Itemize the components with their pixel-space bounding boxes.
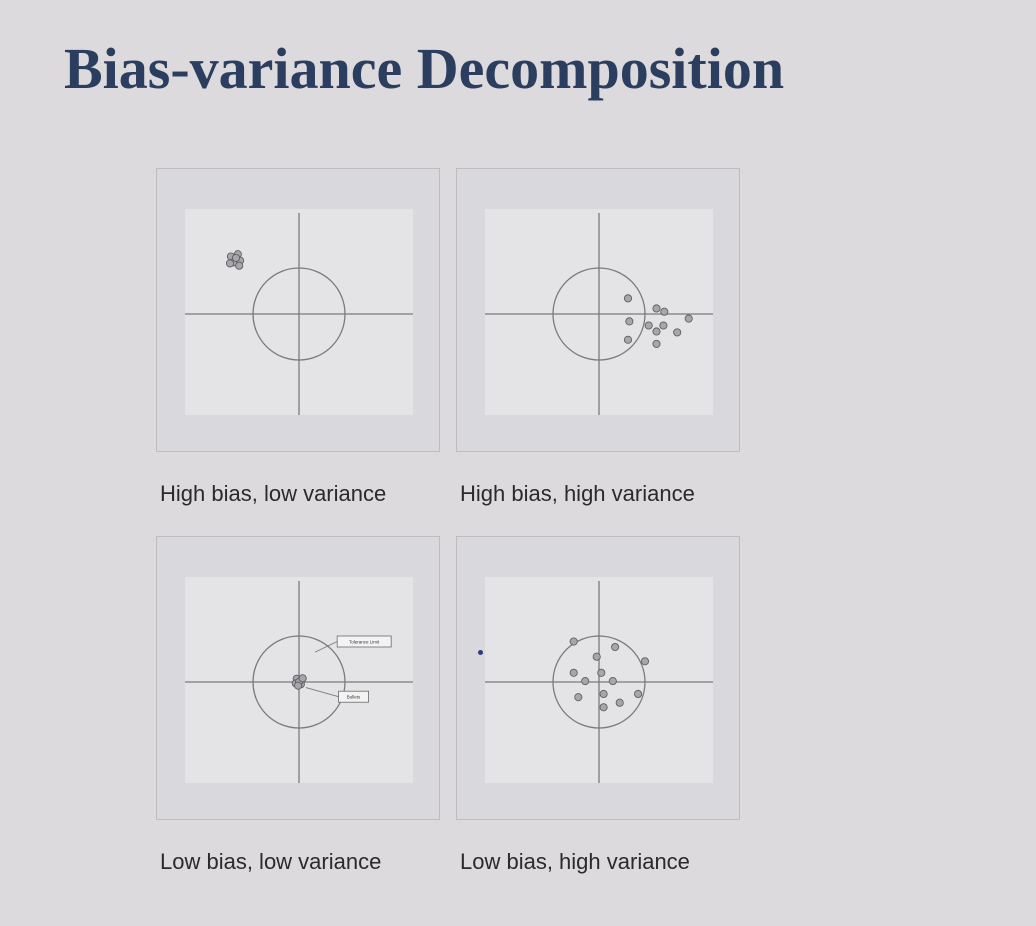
shot-point: [634, 689, 643, 699]
pointer-dot: [478, 650, 483, 655]
callout-leader: [305, 687, 339, 698]
shot-point: [225, 259, 235, 268]
shot-point: [623, 335, 633, 344]
shot-point: [294, 681, 303, 690]
shot-point: [298, 674, 307, 683]
shot-point: [574, 693, 583, 702]
shot-point: [659, 321, 668, 330]
shot-point: [599, 689, 608, 699]
callout-box: [338, 690, 369, 703]
shot-point: [597, 668, 606, 677]
panel-high-bias-high-variance: [456, 168, 740, 452]
shot-point: [644, 321, 653, 330]
target-diagram: [485, 209, 713, 415]
callout-box: [336, 635, 392, 648]
slide-title: Bias-variance Decomposition: [64, 36, 785, 101]
shot-point: [231, 253, 241, 262]
caption-low-bias-low-variance: Low bias, low variance: [160, 849, 382, 874]
shot-point: [684, 314, 693, 323]
shot-point: [615, 698, 624, 707]
callout-label: Bullets: [347, 695, 361, 700]
shot-point: [660, 307, 669, 316]
shot-point: [625, 317, 634, 326]
shot-point: [623, 294, 633, 303]
caption-low-bias-high-variance: Low bias, high variance: [460, 849, 690, 874]
shot-point: [611, 642, 620, 652]
target-circle: [552, 635, 646, 729]
target-diagram: [485, 577, 713, 783]
shot-point: [599, 703, 608, 712]
callout-label: Tolerance Limit: [349, 639, 380, 644]
shot-point: [652, 327, 661, 336]
shot-point: [569, 637, 578, 646]
panel-high-bias-low-variance: [156, 168, 440, 452]
target-circle: [252, 635, 346, 729]
shot-point: [673, 328, 682, 337]
shot-point: [592, 652, 601, 661]
target-diagram: Tolerance Limit Bullets: [185, 577, 413, 783]
target-circle: [252, 267, 346, 361]
shot-point: [652, 339, 661, 348]
shot-point: [652, 304, 661, 313]
target-circle: [552, 267, 646, 361]
callout-leader: [314, 641, 338, 653]
shot-point: [640, 657, 650, 666]
shot-point: [235, 261, 244, 270]
target-diagram: [185, 209, 413, 415]
panel-low-bias-low-variance: Tolerance Limit Bullets: [156, 536, 440, 820]
shot-point: [569, 668, 578, 677]
panel-low-bias-high-variance: [456, 536, 740, 820]
caption-high-bias-low-variance: High bias, low variance: [160, 481, 387, 506]
shot-point: [581, 677, 590, 686]
shot-point: [608, 677, 617, 686]
caption-high-bias-high-variance: High bias, high variance: [460, 481, 695, 506]
